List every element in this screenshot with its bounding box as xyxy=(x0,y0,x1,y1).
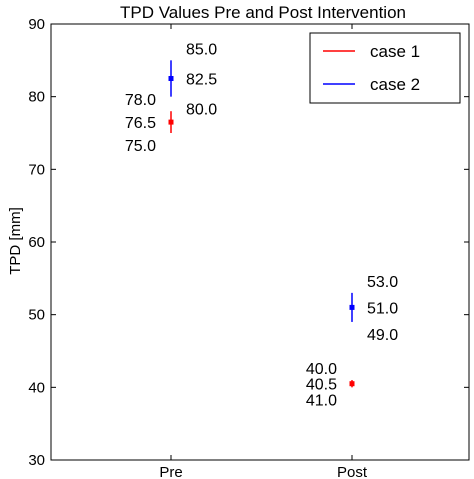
value-label: 80.0 xyxy=(186,102,217,119)
value-label: 51.0 xyxy=(367,300,398,317)
data-marks xyxy=(168,60,355,388)
y-tick-label: 90 xyxy=(28,16,45,33)
chart-title: TPD Values Pre and Post Intervention xyxy=(120,3,406,22)
y-tick-label: 50 xyxy=(28,307,45,324)
value-label: 49.0 xyxy=(367,327,398,344)
value-label: 75.0 xyxy=(125,138,156,155)
x-tick-label: Pre xyxy=(159,464,182,479)
value-label: 76.5 xyxy=(125,115,156,132)
y-axis-label: TPD [mm] xyxy=(7,207,24,275)
legend-label: case 2 xyxy=(370,75,420,94)
data-point xyxy=(168,76,174,81)
value-annotations: 78.0 76.5 75.0 40.040.541.0 85.0 82.5 80.0 53.0… xyxy=(125,41,398,409)
legend: case 1 case 2 xyxy=(309,32,461,104)
y-tick-label: 80 xyxy=(28,89,45,106)
value-label: 40.0 xyxy=(306,361,337,378)
y-tick-label: 30 xyxy=(28,452,45,469)
value-label: 40.5 xyxy=(306,377,337,394)
y-tick-label: 40 xyxy=(28,379,45,396)
value-label: 53.0 xyxy=(367,274,398,291)
legend-box xyxy=(309,32,461,104)
y-tick-label: 60 xyxy=(28,234,45,251)
y-axis-ticks: 30 40 50 60 70 80 90 xyxy=(28,16,469,469)
value-label: 85.0 xyxy=(186,41,217,58)
value-label: 82.5 xyxy=(186,72,217,89)
x-axis-ticks: Pre Post xyxy=(159,24,368,479)
value-label: 78.0 xyxy=(125,92,156,109)
data-point xyxy=(349,381,355,387)
value-label: 41.0 xyxy=(306,392,337,409)
data-point xyxy=(168,119,174,125)
x-tick-label: Post xyxy=(337,464,368,479)
y-tick-label: 70 xyxy=(28,161,45,178)
data-point xyxy=(349,304,355,310)
legend-label: case 1 xyxy=(370,42,420,61)
